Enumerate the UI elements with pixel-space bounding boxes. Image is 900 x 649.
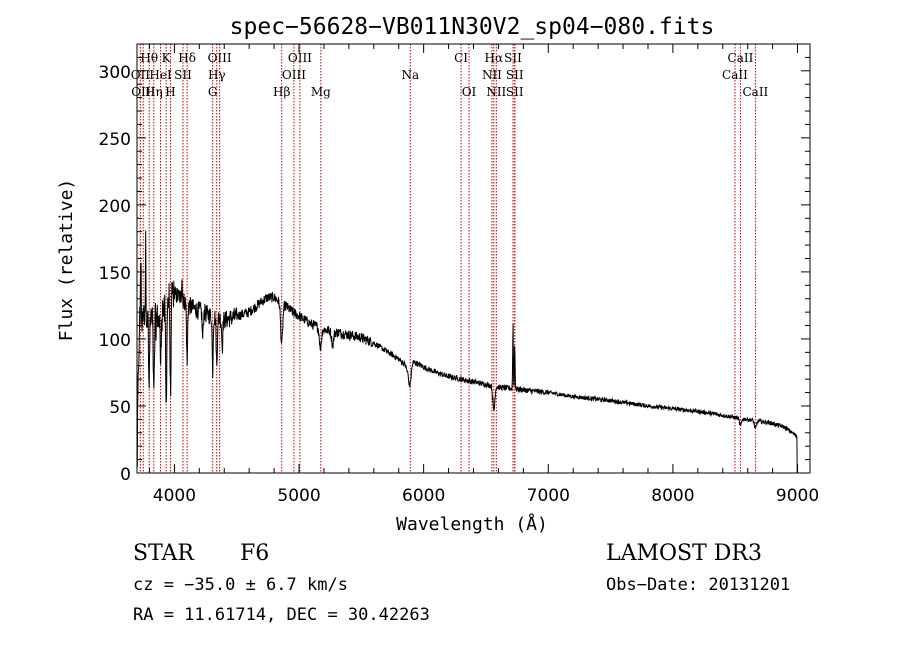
x-tick-label: 7000 bbox=[527, 486, 570, 506]
y-axis-label: Flux (relative) bbox=[56, 179, 77, 342]
line-marker-label: SII bbox=[174, 68, 192, 82]
line-marker-label: OIII bbox=[208, 51, 232, 65]
line-marker-label: NII bbox=[486, 85, 506, 99]
line-marker-label: Hη bbox=[145, 85, 163, 99]
line-marker-label: CaII bbox=[742, 85, 768, 99]
line-marker-label: Hδ bbox=[178, 51, 196, 65]
survey-text: LAMOST DR3 bbox=[606, 541, 762, 566]
coordinates-text: RA = 11.61714, DEC = 30.42263 bbox=[133, 605, 430, 625]
y-tick-label: 250 bbox=[99, 130, 131, 150]
line-marker-label: Mg bbox=[311, 85, 331, 99]
line-marker-label: HeI bbox=[149, 68, 172, 82]
obs-date-text: Obs−Date: 20131201 bbox=[606, 575, 790, 595]
line-marker-label: G bbox=[208, 85, 218, 99]
y-tick-label: 0 bbox=[120, 465, 131, 485]
x-tick-label: 9000 bbox=[776, 486, 819, 506]
y-tick-label: 150 bbox=[99, 264, 131, 284]
x-tick-label: 6000 bbox=[402, 486, 445, 506]
x-axis: 4000 5000 6000 7000 8000 9000 bbox=[148, 44, 819, 506]
line-marker-label: CaII bbox=[722, 68, 748, 82]
line-marker-label: NII bbox=[482, 68, 502, 82]
plot-frame bbox=[136, 43, 811, 474]
line-marker-label: Hθ bbox=[140, 51, 158, 65]
object-class-text: STAR bbox=[133, 541, 195, 566]
spectrum-line bbox=[136, 230, 798, 474]
subclass-text: F6 bbox=[240, 541, 269, 566]
x-tick-label: 8000 bbox=[651, 486, 694, 506]
line-marker-label: CaII bbox=[728, 51, 754, 65]
line-marker-label: OII bbox=[131, 68, 151, 82]
line-marker-group bbox=[139, 44, 756, 473]
line-marker-label: SII bbox=[504, 51, 522, 65]
y-tick-label: 50 bbox=[109, 398, 131, 418]
line-marker-label: Hβ bbox=[273, 85, 290, 99]
line-marker-label: Na bbox=[401, 68, 419, 82]
y-axis: 0 50 100 150 200 250 300 bbox=[99, 56, 810, 485]
line-marker-label: Hα bbox=[485, 51, 504, 65]
y-tick-label: 100 bbox=[99, 331, 131, 351]
y-tick-label: 300 bbox=[99, 63, 131, 83]
velocity-text: cz = −35.0 ± 6.7 km/s bbox=[133, 575, 348, 595]
line-marker-label: OI bbox=[462, 85, 477, 99]
x-axis-label: Wavelength (Å) bbox=[396, 513, 548, 535]
line-marker-label: H bbox=[165, 85, 175, 99]
line-marker-label: SII bbox=[506, 68, 524, 82]
line-marker-label: CI bbox=[454, 51, 468, 65]
x-tick-label: 5000 bbox=[277, 486, 320, 506]
line-marker-label: SII bbox=[506, 85, 524, 99]
line-marker-label: Hγ bbox=[208, 68, 226, 82]
y-tick-label: 200 bbox=[99, 197, 131, 217]
line-marker-label: K bbox=[162, 51, 172, 65]
chart-title: spec−56628−VB011N30V2_sp04−080.fits bbox=[230, 14, 715, 40]
line-marker-label: OIII bbox=[282, 68, 306, 82]
x-tick-label: 4000 bbox=[153, 486, 196, 506]
line-marker-label: OIII bbox=[288, 51, 312, 65]
